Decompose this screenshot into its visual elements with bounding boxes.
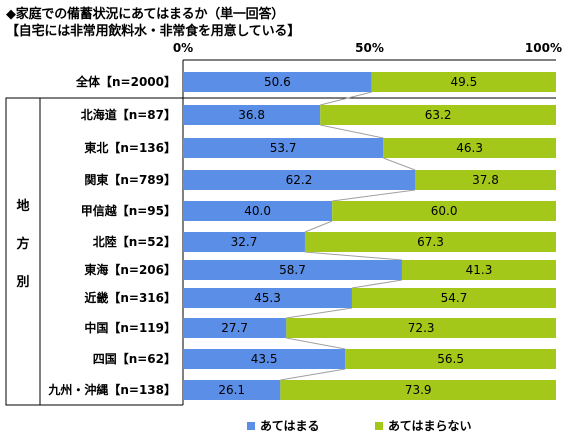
category-label: 東北【n=136】 [84,140,176,155]
data-label: 73.9 [405,383,432,397]
bar-segment [183,105,321,125]
data-label: 26.1 [218,383,245,397]
bar-segment [183,138,384,158]
group-label-char: 別 [15,275,29,290]
bar-segment [183,380,281,400]
data-label: 36.8 [238,108,265,122]
data-label: 40.0 [244,204,271,218]
data-label: 37.8 [472,173,499,187]
category-label: 甲信越【n=95】 [81,203,176,218]
bar-segment [383,138,556,158]
series-connector-line [320,91,372,106]
bar-segment [401,260,556,280]
x-tick-label: 50% [355,41,384,55]
category-label: 関東【n=789】 [84,172,176,187]
legend-swatch [375,422,383,430]
data-label: 50.6 [264,75,291,89]
data-label: 45.3 [254,291,281,305]
data-label: 62.2 [286,173,313,187]
bar-segment [183,170,416,190]
series-connector-line [304,220,333,233]
bar-segment [183,349,346,369]
data-label: 58.7 [279,263,306,277]
x-tick-label: 100% [525,41,562,55]
series-connector-line [351,279,403,289]
group-label-char: 方 [16,236,29,252]
data-label: 49.5 [451,75,478,89]
bar-segment [183,260,402,280]
legend-label: あてはまる [260,419,320,433]
category-label: 中国【n=119】 [84,320,176,335]
x-tick-label: 0% [173,41,193,55]
chart-title: ◆家庭での備蓄状況にあてはまるか（単一回答） [6,7,285,22]
series-connector-line [332,189,416,202]
data-label: 67.3 [417,235,444,249]
data-label: 72.3 [408,321,435,335]
category-label: 北陸【n=52】 [93,234,176,249]
category-label: 北海道【n=87】 [81,107,176,122]
bar-segment [183,201,333,221]
series-connector-line [383,157,416,171]
chart-subtitle: 【自宅には非常用飲料水・非常食を用意している】 [6,24,301,39]
group-label-char: 地 [16,198,29,214]
data-label: 63.2 [425,108,452,122]
data-label: 41.3 [466,263,493,277]
data-label: 56.5 [437,352,464,366]
data-label: 43.5 [251,352,278,366]
bar-segment [286,318,556,338]
bar-segment [183,288,352,308]
category-label: 九州・沖縄【n=138】 [47,382,176,397]
data-label: 60.0 [431,204,458,218]
category-label: 近畿【n=316】 [84,290,176,305]
category-label: 四国【n=62】 [93,351,176,366]
data-label: 46.3 [456,141,483,155]
bar-segment [345,349,556,369]
bar-segment [415,170,556,190]
bar-segment [351,288,556,308]
category-label: 東海【n=206】 [84,262,176,277]
data-label: 53.7 [270,141,297,155]
bar-segment [332,201,556,221]
series-connector-line [286,307,353,319]
bar-segment [371,72,556,92]
legend-swatch [247,422,255,430]
legend-label: あてはまらない [388,419,472,433]
data-label: 27.7 [221,321,248,335]
series-connector-line [304,251,402,261]
bar-segment [183,318,287,338]
series-connector-line [280,368,346,381]
series-connector-line [320,124,384,139]
data-label: 32.7 [231,235,258,249]
bar-segment [183,72,372,92]
bar-segment [304,232,556,252]
bar-segment [280,380,556,400]
bar-segment [183,232,305,252]
series-connector-line [286,337,346,350]
bar-segment [320,105,556,125]
category-label: 全体【n=2000】 [75,74,176,89]
data-label: 54.7 [441,291,468,305]
